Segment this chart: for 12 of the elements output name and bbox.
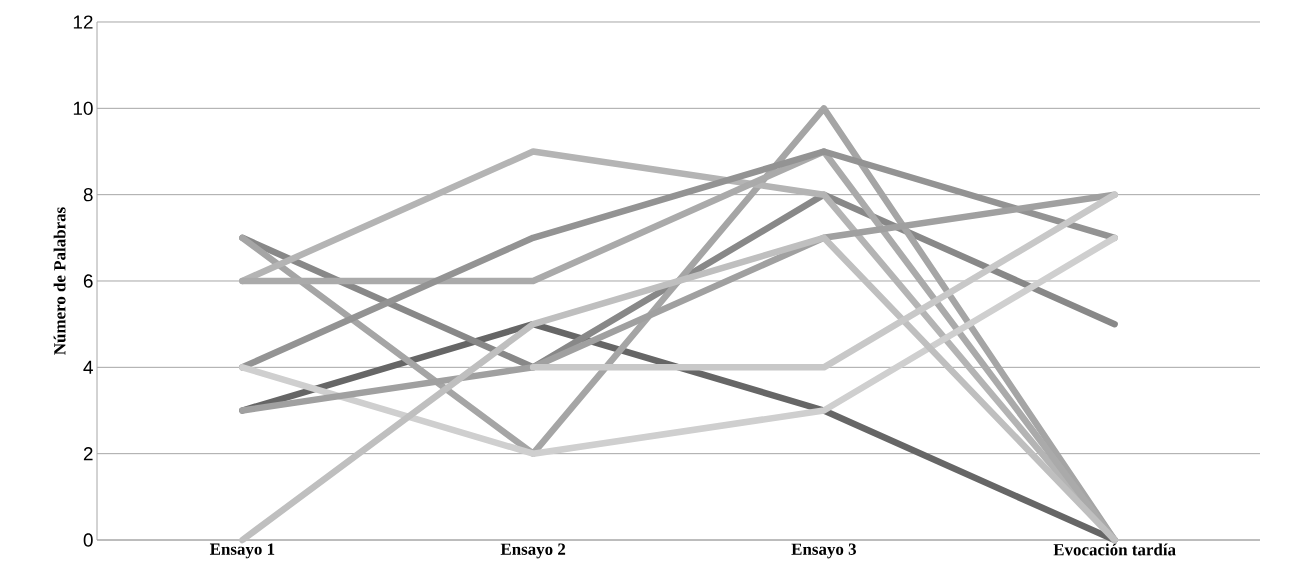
y-tick-label: 0	[83, 533, 93, 547]
y-tick-label: 4	[83, 360, 93, 374]
y-tick-label: 10	[73, 101, 93, 116]
y-tick-label: 6	[83, 274, 93, 288]
x-tick-label: Ensayo 3	[791, 543, 857, 559]
y-tick-label: 2	[83, 447, 93, 461]
x-tick-label: Evocación tardía	[1053, 543, 1176, 556]
x-tick-label: Ensayo 2	[500, 543, 566, 559]
y-tick-label: 8	[83, 187, 93, 202]
x-tick-label: Ensayo 1	[209, 543, 275, 559]
y-axis-title: Número de Palabras	[53, 207, 66, 355]
y-tick-label: 12	[73, 15, 93, 29]
